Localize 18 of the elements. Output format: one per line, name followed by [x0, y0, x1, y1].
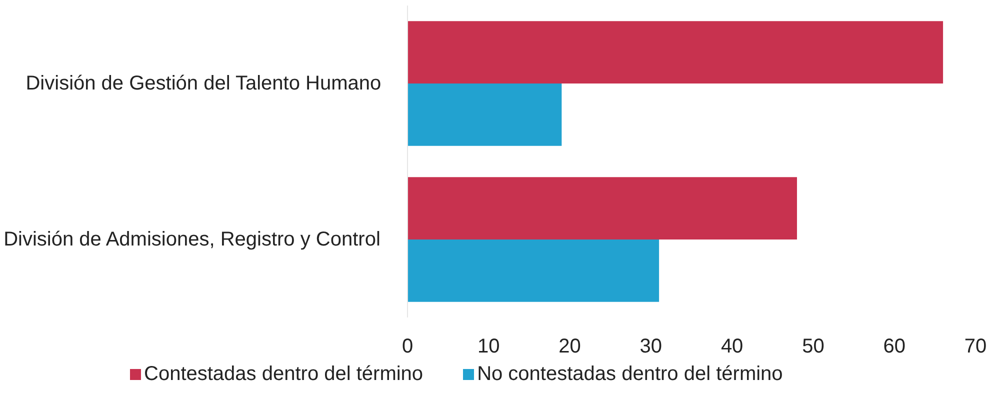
- y-tick-label: División de Gestión del Talento Humano: [26, 72, 382, 94]
- x-tick-label: 10: [478, 336, 500, 358]
- bar: [408, 21, 944, 84]
- x-tick-label: 30: [640, 336, 662, 358]
- x-tick-label: 60: [883, 336, 906, 358]
- x-tick-label: 70: [964, 336, 987, 358]
- x-tick-label: 0: [402, 336, 414, 358]
- x-tick-label: 50: [802, 336, 824, 358]
- bar: [408, 177, 797, 240]
- legend-label: Contestadas dentro del término: [144, 363, 424, 385]
- legend-item: Contestadas dentro del término: [130, 360, 424, 389]
- bar: [408, 240, 660, 302]
- y-tick-label: División de Admisiones, Registro y Control: [4, 228, 380, 250]
- bar: [408, 84, 562, 146]
- x-tick-label: 20: [558, 336, 581, 358]
- legend-label: No contestadas dentro del término: [477, 363, 783, 385]
- legend-item: No contestadas dentro del término: [463, 360, 783, 389]
- x-tick-label: 40: [720, 336, 744, 358]
